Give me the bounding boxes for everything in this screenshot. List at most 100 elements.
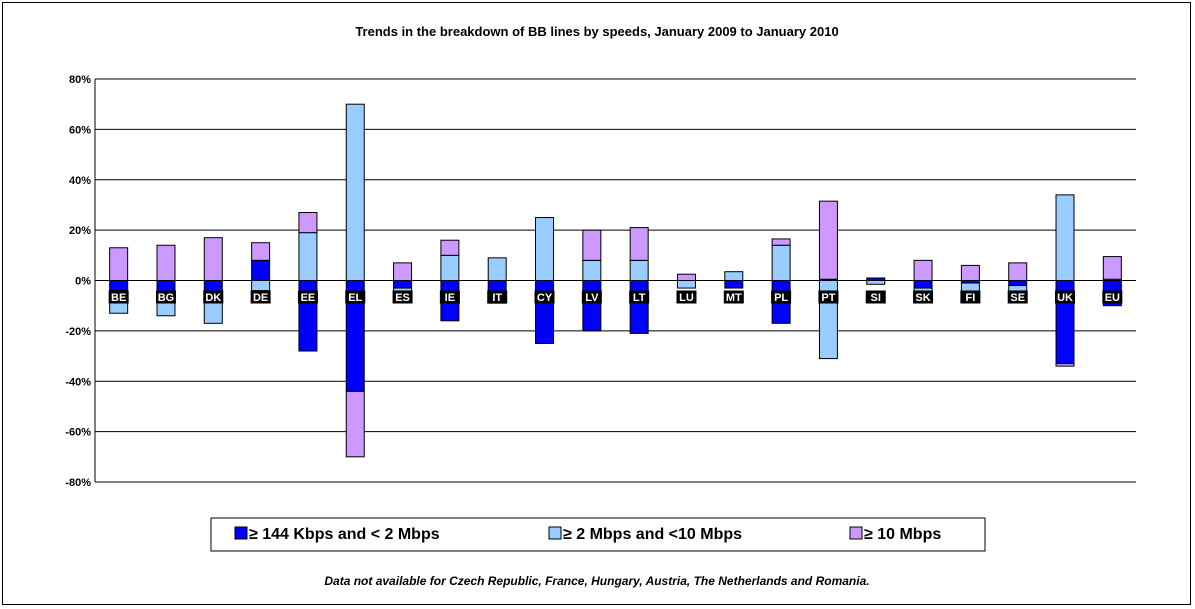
bar-lt-series-1 <box>629 259 649 282</box>
legend-swatch-0 <box>234 526 248 540</box>
bar-el-series-2 <box>345 390 365 458</box>
bar-be-series-2 <box>109 247 129 282</box>
bar-pl-series-1 <box>771 244 791 282</box>
bar-lt-series-2 <box>629 227 649 261</box>
category-label-ie: IE <box>445 292 455 304</box>
category-label-cy: CY <box>537 292 553 304</box>
bar-se-series-2 <box>1008 262 1028 281</box>
category-label-bg <box>439 290 460 304</box>
category-label-bg <box>818 290 839 304</box>
category-label-ee: EE <box>301 292 316 304</box>
category-label-bg <box>865 290 886 304</box>
y-tick-label: -80% <box>65 477 91 489</box>
y-axis: 80% 60% 40% 20% 0% -20% -40% -60% -80% <box>65 74 96 489</box>
category-label-bg <box>487 290 508 304</box>
bar-si-series-1 <box>866 280 886 285</box>
bar-uk-series-2 <box>1055 363 1075 367</box>
chart-title: Trends in the breakdown of BB lines by s… <box>355 24 838 39</box>
bar-cy-series-1 <box>535 217 555 281</box>
category-label-bg <box>392 290 413 304</box>
legend-label-2: ≥ 10 Mbps <box>864 526 941 543</box>
bar-cy-series-0 <box>535 280 555 344</box>
bar-sk-series-2 <box>913 259 933 282</box>
category-label-bg <box>581 290 602 304</box>
bar-pt-series-2 <box>818 200 838 280</box>
category-label-bg <box>250 290 271 304</box>
bar-pl-series-2 <box>771 238 791 246</box>
bar-el-series-1 <box>345 103 365 281</box>
bar-es-series-0 <box>393 280 413 289</box>
category-label-bg <box>1102 290 1123 304</box>
y-tick-label: 20% <box>69 225 91 237</box>
category-label-bg <box>297 290 318 304</box>
footnote: Data not available for Czech Republic, F… <box>324 574 869 588</box>
bar-lu-series-1 <box>676 280 696 289</box>
category-label-bg <box>108 290 129 304</box>
category-label-dk: DK <box>205 292 221 304</box>
category-label-bg <box>534 290 555 304</box>
bar-de-series-1 <box>251 280 271 292</box>
bar-sk-series-0 <box>913 280 933 289</box>
category-label-bg <box>676 290 697 304</box>
bar-be-series-0 <box>109 280 129 292</box>
category-label-bg <box>913 290 934 304</box>
category-label-bg <box>723 290 744 304</box>
category-label-lv: LV <box>585 292 599 304</box>
bar-eu-series-2 <box>1102 256 1122 280</box>
category-label-mt: MT <box>726 292 742 304</box>
category-label-bg: BG <box>158 292 175 304</box>
category-label-sk: SK <box>915 292 930 304</box>
category-label-es: ES <box>395 292 410 304</box>
legend: ≥ 144 Kbps and < 2 Mbps ≥ 2 Mbps and <10 … <box>210 517 986 552</box>
category-label-be: BE <box>111 292 126 304</box>
bar-de-series-0 <box>251 259 271 282</box>
bar-ee-series-2 <box>298 211 318 234</box>
category-label-bg <box>155 290 176 304</box>
bar-lu-series-2 <box>676 273 696 281</box>
bar-fi-series-2 <box>960 264 980 282</box>
bar-es-series-2 <box>393 262 413 281</box>
category-label-lt: LT <box>633 292 646 304</box>
category-label-el: EL <box>348 292 362 304</box>
category-label-bg <box>345 290 366 304</box>
category-label-se: SE <box>1010 292 1025 304</box>
category-label-bg <box>1007 290 1028 304</box>
bar-se-series-0 <box>1008 280 1028 287</box>
y-tick-label: 80% <box>69 74 91 86</box>
y-tick-label: -20% <box>65 326 91 338</box>
category-label-uk: UK <box>1057 292 1073 304</box>
bar-ie-series-1 <box>440 254 460 281</box>
bar-ee-series-1 <box>298 232 318 282</box>
category-label-bg <box>1055 290 1076 304</box>
y-tick-label: 60% <box>69 124 91 136</box>
legend-swatch-1 <box>548 526 562 540</box>
category-label-bg <box>771 290 792 304</box>
category-label-it: IT <box>492 292 502 304</box>
bar-dk-series-2 <box>203 237 223 281</box>
bar-de-series-2 <box>251 242 271 261</box>
category-label-pl: PL <box>774 292 788 304</box>
category-label-bg <box>960 290 981 304</box>
y-tick-label: 40% <box>69 175 91 187</box>
bar-lv-series-0 <box>582 280 602 332</box>
legend-swatch-2 <box>849 526 863 540</box>
category-label-fi: FI <box>965 292 975 304</box>
category-label-lu: LU <box>679 292 694 304</box>
bar-mt-series-0 <box>724 280 744 289</box>
bar-ie-series-2 <box>440 239 460 256</box>
y-tick-label: -60% <box>65 427 91 439</box>
y-tick-label: 0% <box>75 276 91 288</box>
bar-it-series-1 <box>487 257 507 282</box>
legend-label-1: ≥ 2 Mbps and <10 Mbps <box>563 526 742 543</box>
bar-lt-series-0 <box>629 280 649 334</box>
bar-bg-series-2 <box>156 244 176 282</box>
category-label-eu: EU <box>1105 292 1120 304</box>
category-label-pt: PT <box>821 292 835 304</box>
bar-uk-series-1 <box>1055 194 1075 281</box>
category-label-bg <box>629 290 650 304</box>
bar-mt-series-1 <box>724 271 744 282</box>
legend-label-0: ≥ 144 Kbps and < 2 Mbps <box>249 526 440 543</box>
category-label-si: SI <box>871 292 881 304</box>
y-tick-label: -40% <box>65 376 91 388</box>
